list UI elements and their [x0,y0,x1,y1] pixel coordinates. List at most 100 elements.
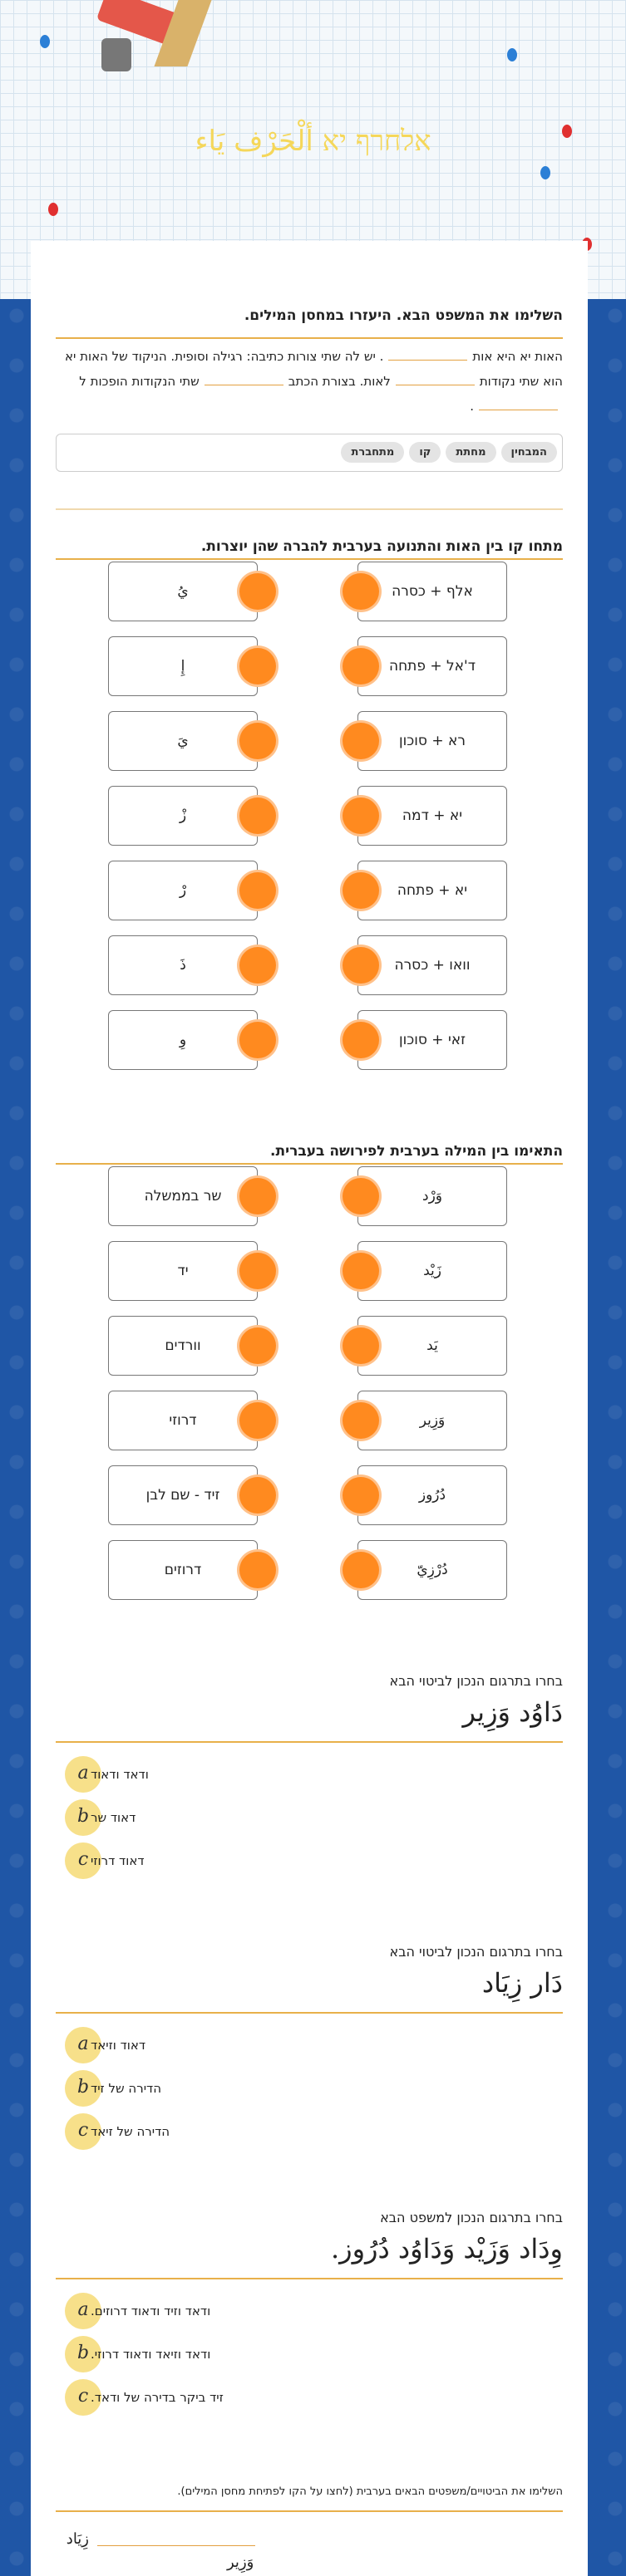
option-letter[interactable]: a [65,2293,101,2329]
connector[interactable] [343,947,379,984]
match-right-box[interactable]: אלף + כסרה [357,562,507,621]
match-left-box[interactable]: يَ [108,711,258,771]
decoration [540,166,550,179]
question-prompt: בחרו בתרגום הנכון למשפט הבא [380,2210,563,2225]
connector[interactable] [239,872,276,909]
option-text[interactable]: דאוד וזיאד [91,2038,146,2053]
word-chip[interactable]: מתחברת [341,442,405,463]
match-right-box[interactable]: زَيْد [357,1241,507,1301]
connector[interactable] [239,1253,276,1289]
match-right-box[interactable]: وَزِير [357,1391,507,1450]
match-left-box[interactable]: وِ [108,1010,258,1070]
divider [56,508,563,510]
option-text[interactable]: זיד ביקר בדירה של ודאד. [91,2390,224,2405]
divider [56,1163,563,1165]
divider [56,558,563,560]
instruction: מתחו קו בין האות והתנועה בערבית להברה שה… [200,538,563,555]
match-left-box[interactable]: يُ [108,562,258,621]
option-text[interactable]: דאוד שר [91,1810,136,1825]
match-right-box[interactable]: יא + פתחה [357,861,507,920]
match-left-box[interactable]: زْ [108,786,258,846]
question-prompt: בחרו בתרגום הנכון לביטוי הבא [389,1673,563,1689]
option-text[interactable]: ודאד ודאוד [91,1767,149,1782]
match-right-box[interactable]: يَد [357,1316,507,1376]
connector[interactable] [343,1253,379,1289]
word-chip[interactable]: המבחין [500,442,557,463]
match-left-box[interactable]: דרוזים [108,1540,258,1600]
option-text[interactable]: ודאד וזיד ודאוד דרוזים. [91,2304,211,2318]
match-right-box[interactable]: וואו + כסרה [357,935,507,995]
option-letter[interactable]: c [65,1842,101,1879]
connector[interactable] [239,1552,276,1588]
match-right-box[interactable]: دُرُوز [357,1465,507,1525]
match-left-box[interactable]: וורדים [108,1316,258,1376]
paragraph-text: האות יא היא אות [472,349,563,364]
connector[interactable] [343,1477,379,1514]
connector[interactable] [239,1327,276,1364]
match-right-box[interactable]: יא + דמה [357,786,507,846]
option-text[interactable]: הדירה של זיד [91,2081,162,2096]
blank[interactable] [204,370,283,385]
connector[interactable] [343,1402,379,1439]
blank[interactable] [479,395,558,410]
match-right-box[interactable]: רא + סוכון [357,711,507,771]
connector[interactable] [343,648,379,684]
divider [56,2012,563,2014]
connector[interactable] [343,1022,379,1058]
option-letter[interactable]: b [65,2070,101,2107]
connector[interactable] [343,1327,379,1364]
connector[interactable] [239,797,276,834]
match-left-box[interactable]: דרוזי [108,1391,258,1450]
connector[interactable] [343,1552,379,1588]
divider [56,1741,563,1743]
paragraph: האות יא היא אות. יש לה שתי צורות כתיבה: … [56,344,563,419]
blank[interactable] [388,345,468,361]
connector[interactable] [239,1402,276,1439]
connector[interactable] [239,1178,276,1214]
connector[interactable] [239,723,276,759]
word-chip[interactable]: קו [409,442,441,463]
option-letter[interactable]: b [65,2336,101,2372]
option-text[interactable]: ודאד וזיאד ודאוד דרוזי. [91,2347,211,2362]
connector[interactable] [343,723,379,759]
connector[interactable] [343,1178,379,1214]
blank[interactable] [395,370,475,385]
match-left-box[interactable]: יד [108,1241,258,1301]
arabic-phrase: دَاوُد وَزِير [462,1696,563,1728]
option-letter[interactable]: c [65,2379,101,2416]
match-right-box[interactable]: دُرْزِيّ [357,1540,507,1600]
paragraph-text: שתי הנקודות הופכות ל [79,374,200,389]
blank[interactable] [97,2545,255,2546]
divider [56,2278,563,2279]
connector[interactable] [239,648,276,684]
option-text[interactable]: הדירה של זיאד [91,2124,170,2139]
word-chip[interactable]: מחתת [446,442,496,463]
connector[interactable] [343,872,379,909]
decoration [507,48,517,61]
match-left-box[interactable]: ذَ [108,935,258,995]
match-right-box[interactable]: זאי + סוכון [357,1010,507,1070]
option-letter[interactable]: a [65,1756,101,1793]
word-bank: המבחיןמחתתקומתחברת [56,434,563,472]
connector[interactable] [343,797,379,834]
match-left-box[interactable]: رْ [108,861,258,920]
arabic-phrase: دَار زِيَاد [481,1967,563,1999]
option-letter[interactable]: b [65,1799,101,1836]
connector[interactable] [239,1477,276,1514]
match-left-box[interactable]: إِ [108,636,258,696]
match-right-box[interactable]: وَرْد [357,1166,507,1226]
match-left-box[interactable]: זיד - שם לבן [108,1465,258,1525]
match-right-box[interactable]: ד'אל + פתחה [357,636,507,696]
option-text[interactable]: דאוד דרוזי [91,1853,145,1868]
match-left-box[interactable]: שר בממשלה [108,1166,258,1226]
divider [56,2510,563,2512]
connector[interactable] [239,573,276,610]
connector[interactable] [343,573,379,610]
connector[interactable] [239,1022,276,1058]
option-letter[interactable]: c [65,2113,101,2150]
connector[interactable] [239,947,276,984]
option-letter[interactable]: a [65,2027,101,2063]
paragraph-text: . יש לה שתי צורות כתיבה: רגילה וסופית. ה… [64,349,563,389]
